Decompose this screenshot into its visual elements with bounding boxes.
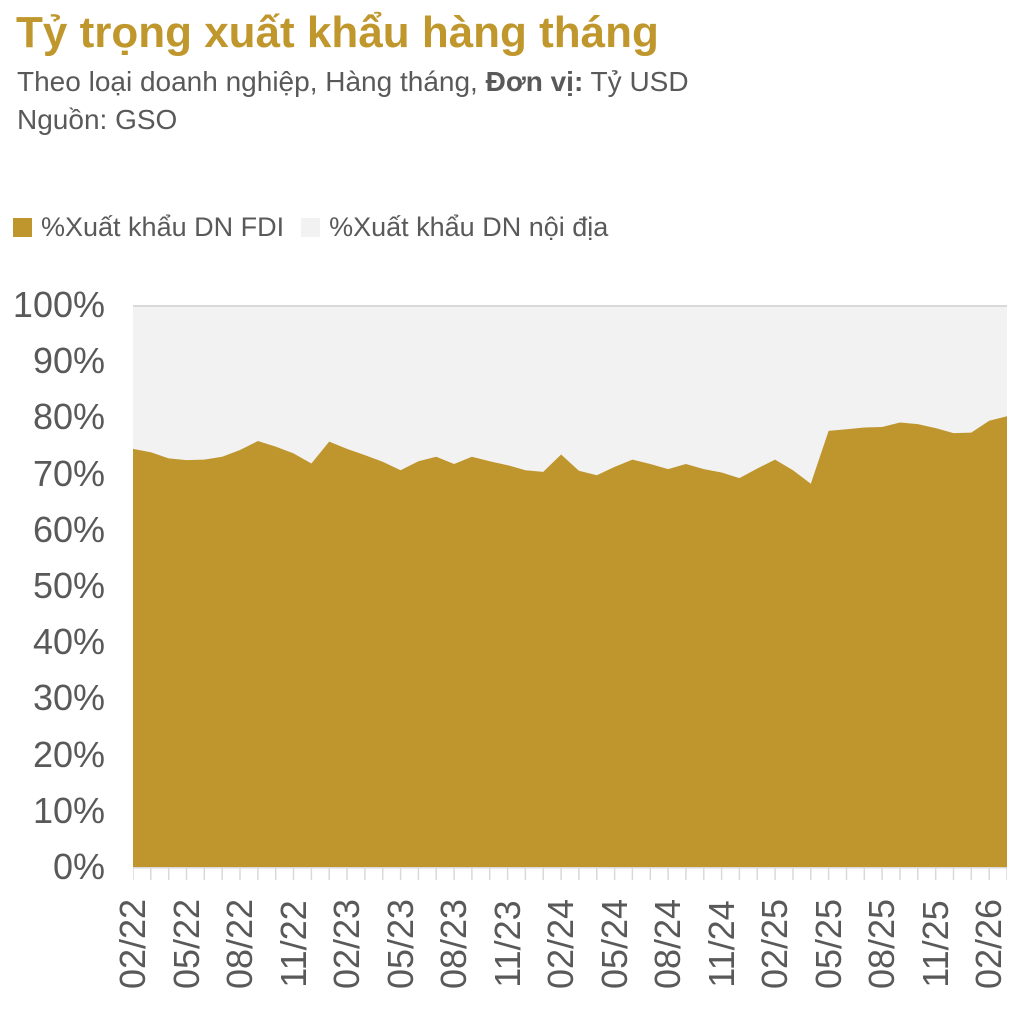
x-tick-label: 05/24 — [593, 898, 635, 990]
y-axis: 100% 90% 80% 70% 60% 50% 40% 30% 20% 10% 0% — [0, 287, 105, 885]
x-tick-label: 08/23 — [433, 898, 475, 990]
y-tick-label: 40% — [32, 621, 105, 663]
x-tick-label: 05/22 — [165, 898, 207, 990]
x-tick-label: 11/22 — [272, 900, 314, 988]
x-tick-label: 08/22 — [219, 898, 261, 990]
page-title: Tỷ trọng xuất khẩu hàng tháng — [16, 8, 659, 57]
legend-swatch-domestic-icon — [301, 218, 321, 237]
y-tick-label: 100% — [12, 284, 105, 325]
y-tick-label: 60% — [32, 508, 105, 550]
x-tick-label: 11/23 — [486, 900, 528, 988]
x-tick-label: 05/25 — [807, 898, 849, 990]
legend-swatch-fdi-icon — [13, 218, 32, 237]
x-tick-label: 11/25 — [914, 900, 956, 988]
x-tick-label: 02/26 — [968, 898, 1010, 990]
x-tick-label: 11/24 — [700, 900, 742, 988]
legend-label-domestic: %Xuất khẩu DN nội địa — [329, 212, 609, 242]
y-tick-label: 70% — [32, 452, 105, 494]
x-tick-label: 02/25 — [754, 898, 796, 990]
chart-source: Nguồn: GSO — [17, 104, 178, 135]
y-tick-label: 0% — [52, 846, 105, 887]
subtitle-unit-label: Đơn vị: — [485, 66, 584, 97]
legend-item-domestic: %Xuất khẩu DN nội địa — [301, 212, 608, 243]
y-tick-label: 30% — [32, 677, 105, 719]
chart-legend: %Xuất khẩu DN FDI %Xuất khẩu DN nội địa — [13, 212, 608, 243]
x-tick-label: 08/25 — [861, 898, 903, 990]
plot-area — [133, 305, 1007, 880]
x-tick-label: 05/23 — [379, 898, 421, 990]
y-tick-label: 80% — [32, 396, 105, 438]
legend-item-fdi: %Xuất khẩu DN FDI — [13, 212, 284, 243]
y-tick-label: 20% — [32, 733, 105, 775]
y-tick-label: 90% — [32, 340, 105, 382]
x-axis: 02/22 05/22 08/22 11/22 02/23 05/23 08/23 11/23… — [112, 880, 1010, 1014]
x-tick-label: 08/24 — [647, 898, 689, 990]
y-tick-label: 10% — [32, 789, 105, 831]
chart-subtitle: Theo loại doanh nghiệp, Hàng tháng, Đơn … — [17, 66, 689, 98]
legend-label-fdi: %Xuất khẩu DN FDI — [41, 212, 285, 242]
y-tick-label: 50% — [32, 565, 105, 606]
subtitle-text: Theo loại doanh nghiệp, Hàng tháng, — [17, 66, 486, 97]
x-tick-label: 02/22 — [112, 898, 153, 990]
x-tick-label: 02/24 — [540, 898, 582, 990]
area-fdi — [133, 416, 1007, 867]
x-tick-label: 02/23 — [326, 898, 368, 990]
subtitle-unit-value: Tỷ USD — [583, 66, 689, 97]
